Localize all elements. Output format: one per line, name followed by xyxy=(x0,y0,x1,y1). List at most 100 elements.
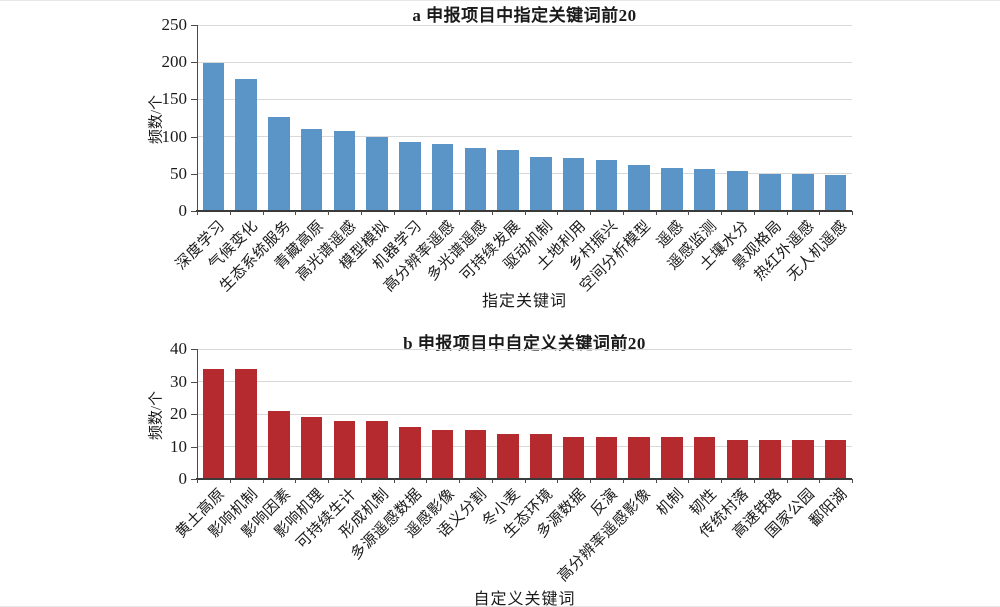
bar xyxy=(366,136,388,211)
x-axis-tick xyxy=(852,211,853,215)
x-axis-tick xyxy=(459,211,460,215)
x-axis-tick xyxy=(590,211,591,215)
bar xyxy=(366,420,388,479)
gridline xyxy=(197,61,852,63)
bar xyxy=(628,436,650,479)
x-axis-tick xyxy=(328,479,329,483)
y-axis-line xyxy=(197,349,198,479)
gridline xyxy=(197,348,852,350)
chart-a: a 申报项目中指定关键词前20 频数/个 深度学习 气候变化 生态系统服务 青藏高原高… xyxy=(0,1,1000,310)
bar xyxy=(268,117,290,211)
x-axis-tick xyxy=(557,211,559,215)
bar xyxy=(431,144,454,211)
bar xyxy=(202,368,225,479)
y-axis-tick xyxy=(191,446,197,448)
bar xyxy=(300,417,323,479)
y-tick-label: 250 xyxy=(161,15,188,34)
y-tick-label: 10 xyxy=(170,436,187,456)
bar xyxy=(661,167,683,211)
bar xyxy=(726,170,749,211)
y-axis-tick xyxy=(191,211,197,212)
x-axis-tick xyxy=(360,479,362,483)
bar xyxy=(497,433,519,479)
x-axis-tick xyxy=(622,479,624,483)
x-axis-tick xyxy=(819,479,821,483)
x-axis-tick xyxy=(721,479,722,483)
gridline xyxy=(197,381,852,382)
x-axis-tick xyxy=(721,211,722,215)
x-axis-tick xyxy=(229,211,231,215)
bar xyxy=(497,150,519,211)
chart-b: b 申报项目中自定义关键词前20 频数/个 黄土高原 影响机制 影响因素 影响机理 可持… xyxy=(0,310,1000,607)
bar xyxy=(726,440,749,479)
x-axis-tick xyxy=(688,479,690,483)
gridline xyxy=(197,413,852,415)
bar xyxy=(562,158,585,211)
bar xyxy=(824,440,847,479)
chart-a-y-axis-label: 频数/个 xyxy=(148,94,165,145)
bar xyxy=(333,420,356,479)
bar xyxy=(235,78,257,211)
x-axis-tick xyxy=(655,479,657,483)
x-axis-tick xyxy=(262,211,264,215)
gridline xyxy=(197,446,852,447)
x-axis-tick xyxy=(393,479,395,483)
y-tick-label: 0 xyxy=(178,201,188,220)
bar xyxy=(693,169,716,211)
bar xyxy=(562,436,585,479)
y-tick-label: 50 xyxy=(170,163,187,183)
bar xyxy=(693,436,716,479)
bar xyxy=(792,173,814,211)
x-axis-tick xyxy=(295,479,297,483)
chart-a-title: a 申报项目中指定关键词前20 xyxy=(412,6,637,25)
y-axis-tick xyxy=(191,173,197,175)
x-axis-tick xyxy=(328,211,329,215)
y-tick-label: 0 xyxy=(178,469,188,488)
x-axis-tick xyxy=(753,479,755,483)
bar xyxy=(824,175,847,211)
bar xyxy=(595,160,618,211)
x-axis-tick xyxy=(622,211,624,215)
plot-area: 深度学习 气候变化 生态系统服务 青藏高原 高光谱遥感 模型模拟 机器学习 高分辨率遥感 多光谱… xyxy=(174,24,853,295)
x-axis-tick xyxy=(524,211,526,215)
y-tick-label: 40 xyxy=(170,339,187,358)
bar xyxy=(759,440,781,479)
y-axis-tick xyxy=(191,349,197,350)
gridline xyxy=(197,136,852,138)
bar xyxy=(661,436,683,479)
bar xyxy=(530,433,552,479)
gridline xyxy=(197,24,852,26)
x-axis-tick xyxy=(459,479,460,483)
x-axis-tick xyxy=(524,479,526,483)
y-axis-tick xyxy=(191,414,197,415)
bar xyxy=(399,141,421,211)
bar xyxy=(464,430,487,479)
x-axis-tick xyxy=(819,211,821,215)
y-tick-label: 20 xyxy=(170,404,187,423)
x-axis-tick xyxy=(229,479,231,483)
bar xyxy=(792,440,814,479)
bar xyxy=(595,436,618,479)
y-axis-tick xyxy=(191,381,197,383)
y-axis-tick xyxy=(191,479,197,480)
bar xyxy=(464,147,487,211)
bar xyxy=(431,430,454,479)
chart-b-title: b 申报项目中自定义关键词前20 xyxy=(403,334,646,353)
bar xyxy=(300,129,323,211)
gridline xyxy=(197,173,852,175)
bar xyxy=(235,368,257,479)
x-axis-tick xyxy=(262,479,264,483)
x-axis-tick xyxy=(491,211,493,215)
bar xyxy=(628,164,650,211)
page-edge-line-top xyxy=(0,0,1000,1)
x-axis-tick xyxy=(753,211,755,215)
x-axis-tick xyxy=(688,211,690,215)
bar xyxy=(202,62,225,211)
y-axis-line xyxy=(197,25,198,211)
x-axis-tick xyxy=(852,479,853,483)
chart-a-x-axis-label: 指定关键词 xyxy=(481,293,567,310)
y-axis-tick xyxy=(191,25,197,26)
x-axis-tick xyxy=(426,211,428,215)
bar xyxy=(268,410,290,479)
